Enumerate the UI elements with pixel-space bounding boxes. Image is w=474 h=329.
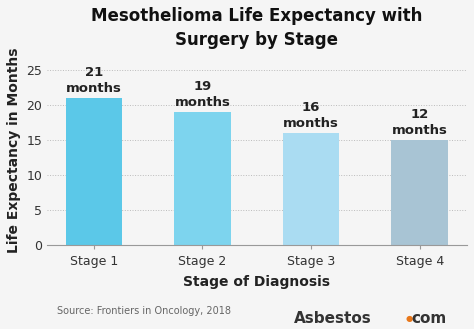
Text: Source: Frontiers in Oncology, 2018: Source: Frontiers in Oncology, 2018: [57, 306, 231, 316]
Text: com: com: [411, 311, 447, 326]
Text: Asbestos: Asbestos: [294, 311, 372, 326]
Text: 12
months: 12 months: [392, 108, 447, 137]
Bar: [392, 140, 448, 245]
Bar: [66, 98, 122, 245]
Title: Mesothelioma Life Expectancy with
Surgery by Stage: Mesothelioma Life Expectancy with Surger…: [91, 7, 422, 49]
X-axis label: Stage of Diagnosis: Stage of Diagnosis: [183, 275, 330, 289]
Text: ●: ●: [406, 314, 413, 323]
Bar: [283, 133, 339, 245]
Bar: [174, 112, 231, 245]
Text: 16
months: 16 months: [283, 101, 339, 130]
Text: 21
months: 21 months: [66, 66, 122, 95]
Text: 19
months: 19 months: [174, 80, 230, 109]
Y-axis label: Life Expectancy in Months: Life Expectancy in Months: [7, 48, 21, 253]
